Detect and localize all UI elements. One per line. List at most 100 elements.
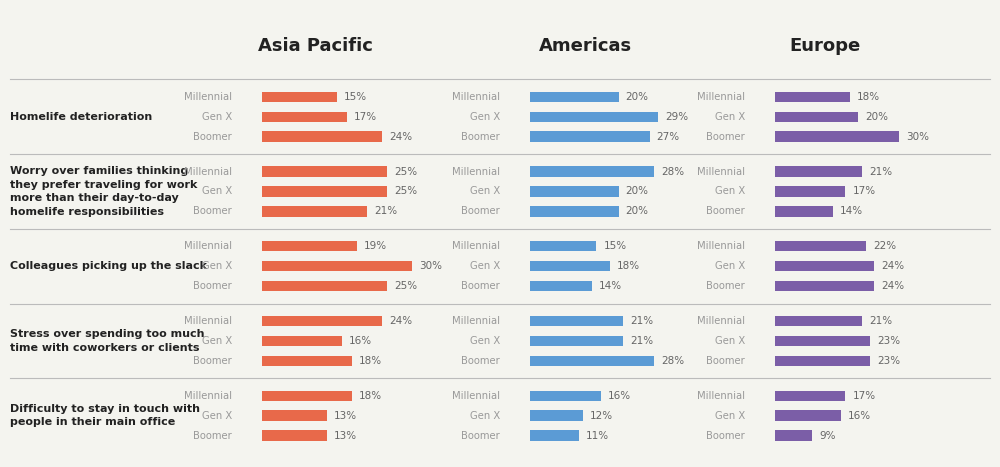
Text: Gen X: Gen X: [202, 112, 232, 122]
Bar: [262, 206, 367, 217]
Text: 30%: 30%: [906, 132, 929, 142]
Text: Boomer: Boomer: [193, 132, 232, 142]
Text: 21%: 21%: [869, 167, 892, 177]
Bar: [530, 92, 619, 102]
Text: Gen X: Gen X: [470, 410, 500, 421]
Bar: [530, 390, 601, 401]
Text: 23%: 23%: [877, 336, 900, 346]
Text: 16%: 16%: [349, 336, 372, 346]
Text: Gen X: Gen X: [715, 261, 745, 271]
Text: 16%: 16%: [848, 410, 871, 421]
Bar: [530, 241, 596, 251]
Text: 24%: 24%: [881, 261, 905, 271]
Bar: [262, 132, 382, 142]
Text: Boomer: Boomer: [461, 431, 500, 440]
Bar: [530, 206, 619, 217]
Text: Gen X: Gen X: [715, 186, 745, 197]
Text: 18%: 18%: [359, 356, 382, 366]
Bar: [530, 316, 623, 326]
Text: Asia Pacific: Asia Pacific: [258, 37, 372, 56]
Bar: [262, 261, 412, 271]
Text: Millennial: Millennial: [452, 167, 500, 177]
Text: Millennial: Millennial: [452, 316, 500, 326]
Text: 21%: 21%: [374, 206, 397, 216]
Text: 17%: 17%: [354, 112, 377, 122]
Bar: [262, 356, 352, 366]
Text: Boomer: Boomer: [461, 206, 500, 216]
Text: Colleagues picking up the slack: Colleagues picking up the slack: [10, 261, 207, 271]
Text: 22%: 22%: [873, 241, 896, 251]
Text: Americas: Americas: [538, 37, 632, 56]
Text: Millennial: Millennial: [184, 391, 232, 401]
Bar: [775, 390, 845, 401]
Text: Boomer: Boomer: [706, 356, 745, 366]
Text: Millennial: Millennial: [452, 391, 500, 401]
Text: 18%: 18%: [359, 391, 382, 401]
Bar: [262, 112, 347, 122]
Text: Boomer: Boomer: [193, 356, 232, 366]
Bar: [262, 241, 357, 251]
Text: 25%: 25%: [394, 167, 417, 177]
Text: Gen X: Gen X: [715, 410, 745, 421]
Text: Gen X: Gen X: [202, 410, 232, 421]
Text: 25%: 25%: [394, 281, 417, 291]
Bar: [530, 112, 658, 122]
Bar: [530, 166, 654, 177]
Text: 21%: 21%: [630, 336, 653, 346]
Text: Millennial: Millennial: [697, 167, 745, 177]
Text: Europe: Europe: [789, 37, 861, 56]
Text: 24%: 24%: [881, 281, 905, 291]
Text: Boomer: Boomer: [706, 206, 745, 216]
Bar: [262, 390, 352, 401]
Text: 24%: 24%: [389, 316, 412, 326]
Bar: [775, 410, 841, 421]
Bar: [530, 186, 619, 197]
Text: Boomer: Boomer: [193, 431, 232, 440]
Bar: [775, 281, 874, 291]
Bar: [775, 356, 870, 366]
Text: 30%: 30%: [419, 261, 442, 271]
Text: Millennial: Millennial: [697, 391, 745, 401]
Bar: [530, 261, 610, 271]
Bar: [530, 132, 650, 142]
Text: Millennial: Millennial: [184, 241, 232, 251]
Text: Millennial: Millennial: [184, 316, 232, 326]
Text: Millennial: Millennial: [452, 241, 500, 251]
Bar: [530, 431, 579, 441]
Bar: [262, 336, 342, 346]
Text: Gen X: Gen X: [715, 336, 745, 346]
Text: Millennial: Millennial: [697, 241, 745, 251]
Text: 20%: 20%: [865, 112, 888, 122]
Text: 24%: 24%: [389, 132, 412, 142]
Text: Gen X: Gen X: [470, 112, 500, 122]
Bar: [262, 410, 327, 421]
Text: Boomer: Boomer: [461, 281, 500, 291]
Bar: [775, 206, 833, 217]
Text: Boomer: Boomer: [461, 356, 500, 366]
Text: 17%: 17%: [852, 391, 876, 401]
Text: 27%: 27%: [657, 132, 680, 142]
Text: Gen X: Gen X: [470, 336, 500, 346]
Text: 21%: 21%: [630, 316, 653, 326]
Text: Boomer: Boomer: [706, 132, 745, 142]
Bar: [775, 316, 862, 326]
Bar: [775, 186, 845, 197]
Text: 15%: 15%: [603, 241, 627, 251]
Bar: [530, 356, 654, 366]
Text: Stress over spending too much
time with coworkers or clients: Stress over spending too much time with …: [10, 329, 205, 353]
Text: 16%: 16%: [608, 391, 631, 401]
Text: Millennial: Millennial: [184, 167, 232, 177]
Text: 20%: 20%: [626, 92, 649, 102]
Text: 29%: 29%: [665, 112, 689, 122]
Text: Gen X: Gen X: [470, 186, 500, 197]
Text: Millennial: Millennial: [184, 92, 232, 102]
Bar: [530, 336, 623, 346]
Text: Boomer: Boomer: [706, 281, 745, 291]
Text: Boomer: Boomer: [193, 281, 232, 291]
Text: Gen X: Gen X: [202, 261, 232, 271]
Text: 9%: 9%: [819, 431, 836, 440]
Text: 14%: 14%: [599, 281, 622, 291]
Text: 18%: 18%: [617, 261, 640, 271]
Text: Boomer: Boomer: [706, 431, 745, 440]
Bar: [262, 281, 387, 291]
